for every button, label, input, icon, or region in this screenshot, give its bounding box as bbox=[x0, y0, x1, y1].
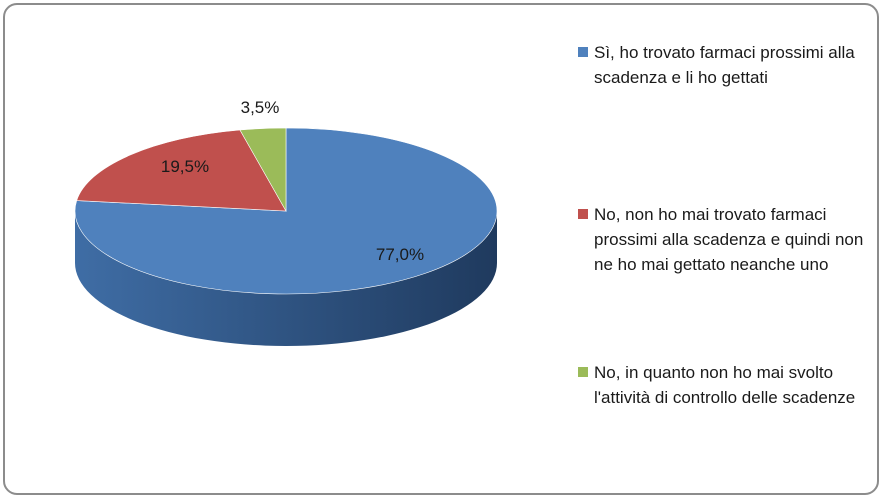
legend-item-si-gettati: Sì, ho trovato farmaci prossimi alla sca… bbox=[578, 40, 878, 90]
legend-swatch-blue bbox=[578, 47, 588, 57]
legend-swatch-red bbox=[578, 209, 588, 219]
legend-item-no-mai-trovato: No, non ho mai trovato farmaci prossimi … bbox=[578, 202, 878, 277]
legend-label: No, non ho mai trovato farmaci prossimi … bbox=[594, 205, 864, 274]
legend-label: No, in quanto non ho mai svolto l'attivi… bbox=[594, 363, 856, 407]
legend-label: Sì, ho trovato farmaci prossimi alla sca… bbox=[594, 43, 855, 87]
data-label-1: 19,5% bbox=[161, 157, 209, 176]
pie-slice-2 bbox=[239, 127, 287, 213]
pie-slice-0 bbox=[74, 127, 498, 295]
pie-slice-side-0 bbox=[75, 211, 497, 346]
pie-slice-1 bbox=[76, 129, 287, 212]
legend-swatch-green bbox=[578, 367, 588, 377]
data-label-0: 77,0% bbox=[376, 245, 424, 264]
data-label-2: 3,5% bbox=[241, 98, 280, 117]
legend-item-no-controllo: No, in quanto non ho mai svolto l'attivi… bbox=[578, 360, 878, 410]
